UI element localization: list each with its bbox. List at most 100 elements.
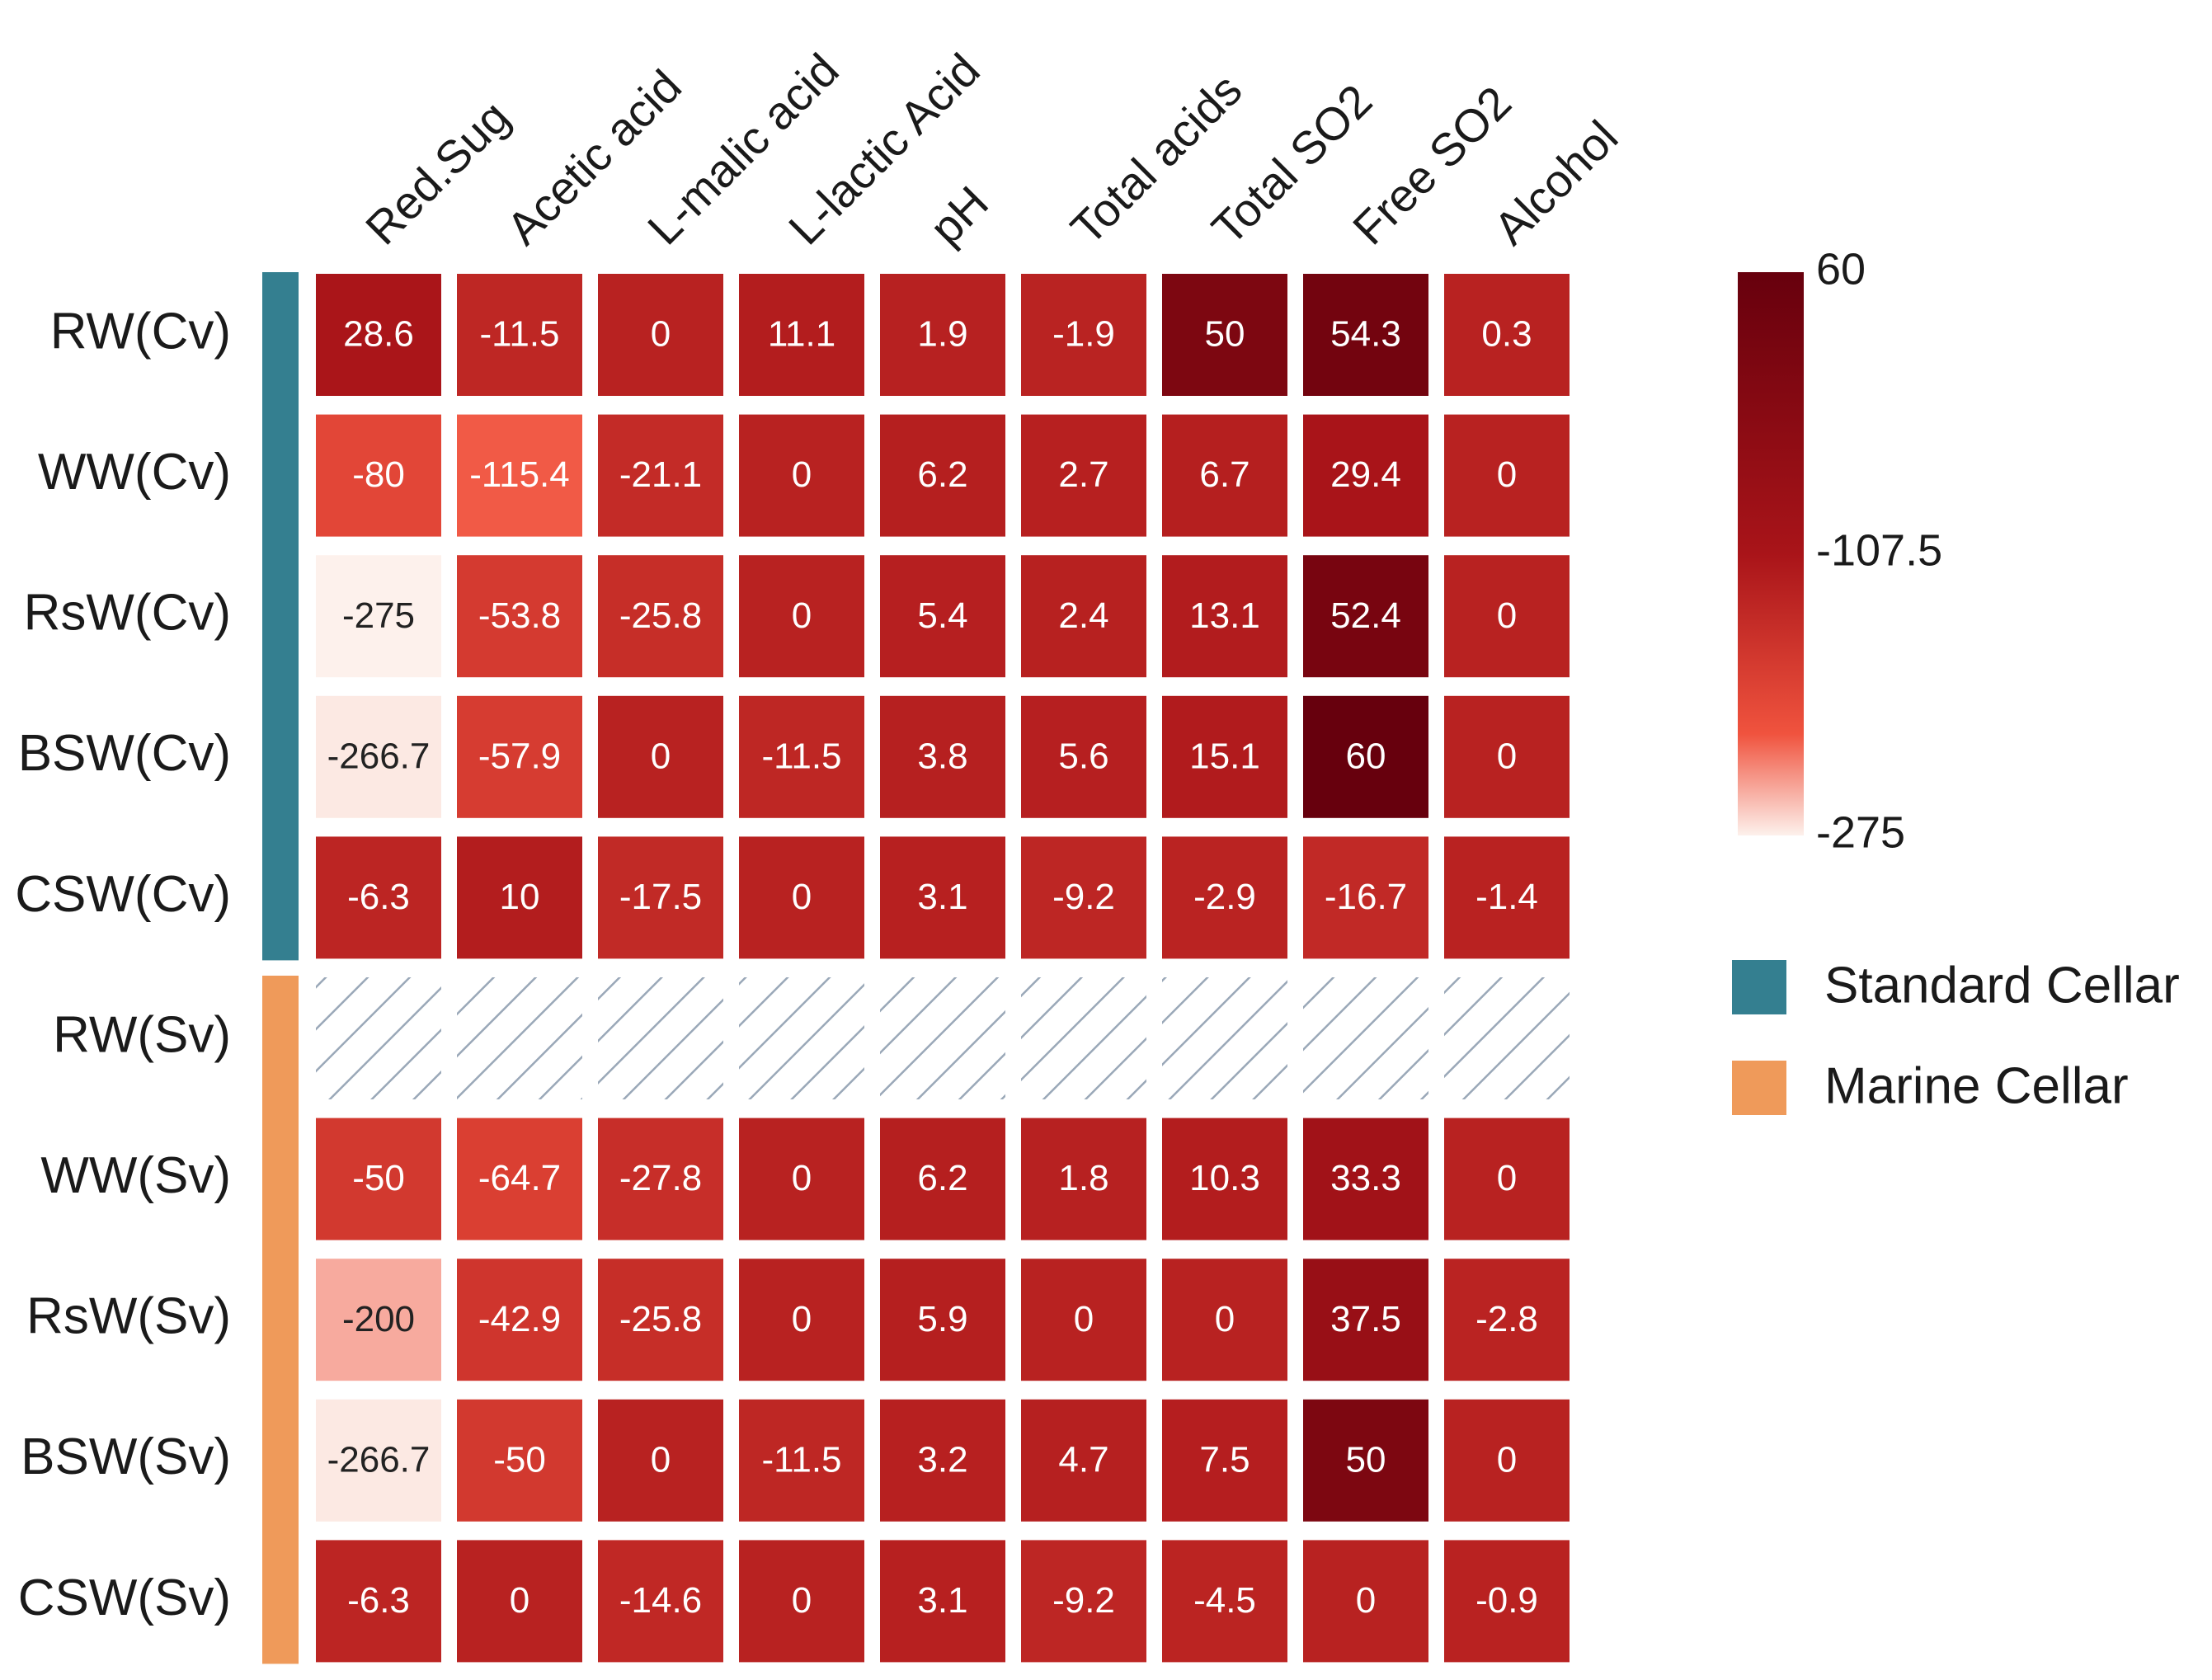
- heatmap-cell: [1303, 695, 1428, 818]
- cell-value-label: 3.1: [917, 877, 967, 917]
- heatmap-cell: [457, 1399, 582, 1522]
- colorbar-tick-label: -107.5: [1816, 525, 1942, 575]
- heatmap-cell: [316, 1399, 441, 1522]
- cell-value-label: 3.2: [917, 1439, 967, 1480]
- heatmap-cell: [598, 1118, 723, 1240]
- heatmap-cell: [1021, 1118, 1146, 1240]
- heatmap-cell: [1162, 414, 1287, 537]
- cell-value-label: -2.9: [1193, 877, 1256, 917]
- heatmap-cell: [1162, 695, 1287, 818]
- cell-value-label: 60: [1346, 736, 1386, 776]
- cell-value-label: -275: [342, 595, 415, 636]
- heatmap-cell: [739, 1399, 864, 1522]
- cell-value-label: 29.4: [1330, 454, 1401, 495]
- heatmap-cell: [1444, 1118, 1570, 1240]
- heatmap-cell: [1444, 836, 1570, 959]
- heatmap-cell: [739, 1540, 864, 1663]
- heatmap-cell: [1021, 414, 1146, 537]
- heatmap-cell: [1021, 1540, 1146, 1663]
- cell-value-label: 0: [651, 314, 671, 355]
- heatmap-cell: [1162, 1540, 1287, 1663]
- cell-value-label: 0: [1356, 1580, 1376, 1621]
- cell-value-label: 0: [1074, 1299, 1094, 1339]
- cell-value-label: 0: [1497, 595, 1517, 636]
- heatmap-cell: [1021, 274, 1146, 396]
- heatmap-cell-missing: [739, 977, 864, 1099]
- cell-value-label: 2.7: [1058, 454, 1108, 495]
- heatmap-cell: [1162, 1259, 1287, 1381]
- cell-value-label: -2.8: [1475, 1299, 1538, 1339]
- cell-value-label: -42.9: [478, 1299, 561, 1339]
- heatmap-cell: [1303, 836, 1428, 959]
- heatmap-cell: [1021, 1399, 1146, 1522]
- group-bar: [262, 976, 299, 1664]
- cell-value-label: 52.4: [1330, 595, 1401, 636]
- cell-value-label: -9.2: [1052, 877, 1115, 917]
- cell-value-label: -266.7: [327, 736, 431, 776]
- heatmap-cell: [1303, 1259, 1428, 1381]
- legend-swatch: [1732, 1061, 1786, 1115]
- cell-value-label: 33.3: [1330, 1158, 1401, 1198]
- heatmap-cell: [457, 414, 582, 537]
- row-label: BSW(Cv): [18, 725, 231, 782]
- cell-value-label: 11.1: [768, 314, 835, 355]
- heatmap-cell-missing: [1162, 977, 1287, 1099]
- heatmap-cell-missing: [1303, 977, 1428, 1099]
- heatmap-cell: [598, 274, 723, 396]
- heatmap-cell: [880, 1540, 1005, 1663]
- heatmap-cells: 28.6 -11.5 0 11.1 1.9 -1.9 50 54.3 0.3 -80 -115.4 -…: [316, 274, 1570, 1663]
- heatmap-cell: [598, 695, 723, 818]
- cell-value-label: 5.4: [917, 595, 967, 636]
- legend-label: Marine Cellar: [1824, 1057, 2129, 1114]
- cell-value-label: 0: [1497, 454, 1517, 495]
- row-label: CSW(Sv): [18, 1569, 231, 1626]
- cell-value-label: -11.5: [761, 1439, 841, 1480]
- heatmap-cell: [1303, 1540, 1428, 1663]
- cell-value-label: -64.7: [478, 1158, 561, 1198]
- cell-value-label: 0: [1497, 1158, 1517, 1198]
- heatmap-cell: [316, 1540, 441, 1663]
- heatmap-cell: [457, 555, 582, 678]
- cell-value-label: 3.8: [917, 736, 967, 776]
- heatmap-cell: [457, 274, 582, 396]
- row-label: WW(Cv): [38, 444, 231, 501]
- cell-value-label: -25.8: [619, 1299, 702, 1339]
- cell-value-label: 37.5: [1330, 1299, 1401, 1339]
- heatmap-cell: [598, 1399, 723, 1522]
- heatmap-cell: [598, 555, 723, 678]
- cell-value-label: -21.1: [619, 454, 702, 495]
- heatmap-cell: [1162, 1399, 1287, 1522]
- cell-value-label: 0: [651, 736, 671, 776]
- heatmap-cell: [1303, 555, 1428, 678]
- cell-value-label: -50: [352, 1158, 405, 1198]
- cell-value-label: -16.7: [1325, 877, 1407, 917]
- cell-value-label: 15.1: [1189, 736, 1260, 776]
- heatmap-cell-missing: [598, 977, 723, 1099]
- heatmap-cell-missing: [1021, 977, 1146, 1099]
- cell-value-label: 0: [510, 1580, 529, 1621]
- cell-value-label: 13.1: [1189, 595, 1260, 636]
- heatmap-cell: [316, 1118, 441, 1240]
- cell-value-label: 0: [1497, 1439, 1517, 1480]
- heatmap-cell: [598, 1259, 723, 1381]
- colorbar-gradient: [1738, 272, 1804, 835]
- cell-value-label: 4.7: [1058, 1439, 1108, 1480]
- cell-value-label: -11.5: [761, 736, 841, 776]
- cell-value-label: 6.2: [917, 1158, 967, 1198]
- heatmap-cell: [880, 1399, 1005, 1522]
- row-label: BSW(Sv): [21, 1428, 231, 1485]
- heatmap-cell: [316, 695, 441, 818]
- cell-value-label: -6.3: [347, 877, 410, 917]
- row-label: RW(Cv): [50, 303, 231, 360]
- row-label: CSW(Cv): [15, 866, 231, 923]
- cell-value-label: 50: [1346, 1439, 1386, 1480]
- cell-value-label: 5.9: [917, 1299, 967, 1339]
- heatmap-cell: [598, 1540, 723, 1663]
- cell-value-label: 7.5: [1199, 1439, 1250, 1480]
- cell-value-label: 1.9: [917, 314, 967, 355]
- cell-value-label: -266.7: [327, 1439, 431, 1480]
- heatmap-cell: [598, 414, 723, 537]
- heatmap-cell: [316, 1259, 441, 1381]
- heatmap-cell: [880, 414, 1005, 537]
- cell-value-label: -6.3: [347, 1580, 410, 1621]
